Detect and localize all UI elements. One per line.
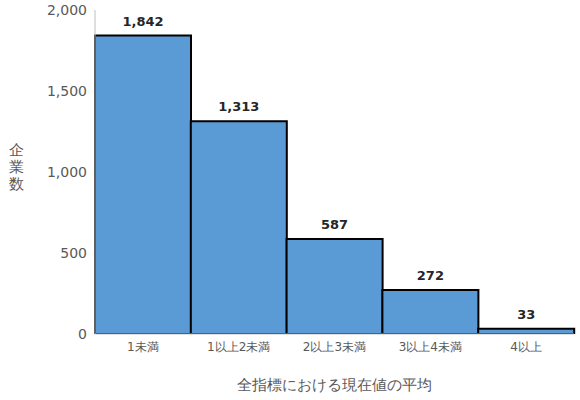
svg-text:1,842: 1,842 bbox=[122, 14, 163, 29]
svg-text:1未満: 1未満 bbox=[127, 340, 159, 354]
svg-text:272: 272 bbox=[417, 268, 444, 283]
svg-text:全指標における現在値の平均: 全指標における現在値の平均 bbox=[237, 376, 432, 394]
svg-text:3以上4未満: 3以上4未満 bbox=[399, 340, 462, 354]
svg-text:1以上2未満: 1以上2未満 bbox=[207, 340, 270, 354]
svg-text:2以上3未満: 2以上3未満 bbox=[303, 340, 366, 354]
svg-text:1,500: 1,500 bbox=[47, 83, 87, 99]
svg-text:0: 0 bbox=[78, 326, 87, 342]
svg-text:500: 500 bbox=[60, 245, 87, 261]
svg-text:33: 33 bbox=[517, 307, 535, 322]
svg-text:企業数: 企業数 bbox=[9, 141, 24, 193]
svg-text:1,000: 1,000 bbox=[47, 164, 87, 180]
svg-text:587: 587 bbox=[321, 217, 348, 232]
svg-text:2,000: 2,000 bbox=[47, 2, 87, 18]
svg-text:4以上: 4以上 bbox=[510, 340, 542, 354]
svg-text:1,313: 1,313 bbox=[218, 99, 259, 114]
